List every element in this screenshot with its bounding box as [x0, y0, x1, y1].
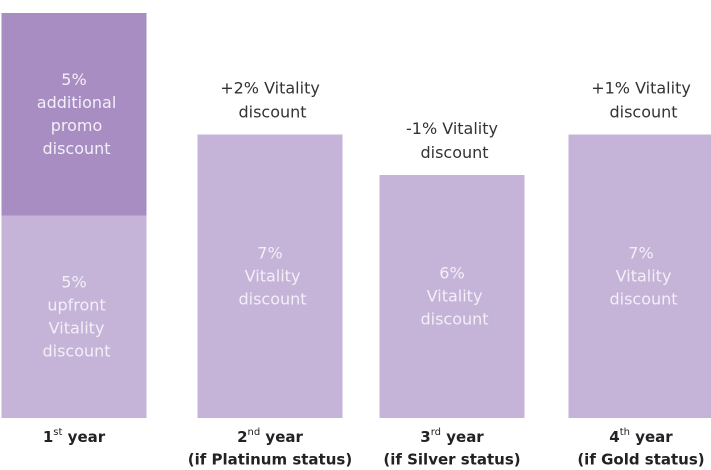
bar-segment — [1, 215, 147, 418]
bar-label: 5% additional promo discount — [32, 69, 117, 157]
bar-segment — [379, 175, 525, 418]
x-tick-note: (if Platinum status) — [188, 451, 352, 469]
bar-label: 6% Vitality discount — [415, 263, 488, 328]
bar-segment — [568, 134, 711, 418]
bar-annotation: +1% Vitality discount — [591, 78, 691, 121]
bar-segment — [1, 13, 147, 216]
x-tick-label: 3rd year — [420, 427, 484, 446]
bar-annotation: +2% Vitality discount — [220, 78, 320, 121]
bar-label: 7% Vitality discount — [604, 243, 677, 308]
x-tick-note: (if Silver status) — [383, 451, 520, 469]
x-tick-label: 2nd year — [237, 427, 303, 446]
x-tick-label: 1st year — [43, 427, 106, 446]
x-tick-label: 4th year — [609, 427, 673, 446]
bar-label: 5% upfront Vitality discount — [37, 272, 110, 360]
bar-annotation: -1% Vitality discount — [406, 119, 498, 162]
bar-segment — [197, 134, 343, 418]
bar-label: 7% Vitality discount — [233, 243, 306, 308]
x-tick-note: (if Gold status) — [577, 451, 704, 469]
